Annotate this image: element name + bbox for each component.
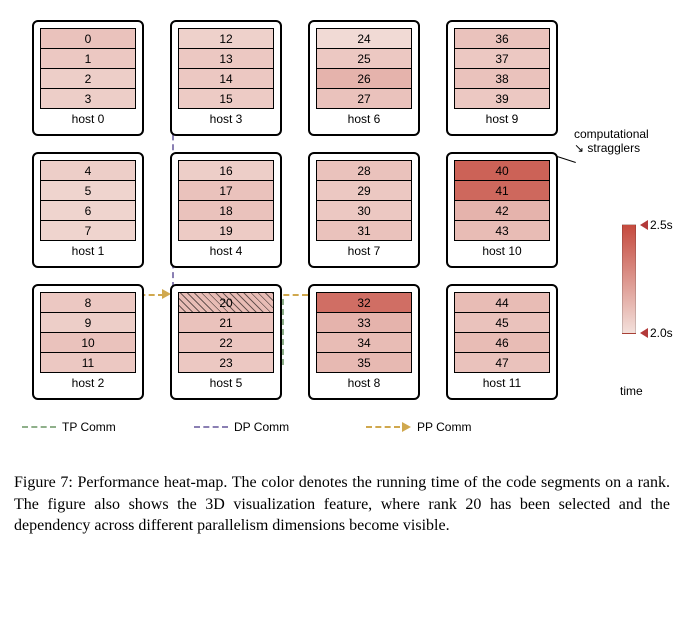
dp-label: DP Comm [234, 420, 289, 434]
rank-cell[interactable]: 23 [178, 352, 274, 373]
rank-cell[interactable]: 32 [316, 292, 412, 313]
rank-cell[interactable]: 1 [40, 48, 136, 69]
legend-pp: PP Comm [366, 420, 471, 434]
rank-cell[interactable]: 5 [40, 180, 136, 201]
rank-cell[interactable]: 11 [40, 352, 136, 373]
colorbar-top-label: 2.5s [650, 218, 673, 232]
annot-line2: ↘ stragglers [574, 141, 640, 155]
host-box: 24252627 host 6 [308, 20, 420, 136]
rank-cell[interactable]: 4 [40, 160, 136, 181]
rank-cell[interactable]: 17 [178, 180, 274, 201]
host-label: host 6 [316, 112, 412, 126]
host-label: host 3 [178, 112, 274, 126]
legend-tp: TP Comm [22, 420, 116, 434]
host-label: host 2 [40, 376, 136, 390]
pp-label: PP Comm [417, 420, 471, 434]
heatmap-figure: computational ↘ stragglers 2.5s 2.0s tim… [14, 14, 670, 444]
rank-cell[interactable]: 42 [454, 200, 550, 221]
host-box: 0123 host 0 [32, 20, 144, 136]
rank-cell[interactable]: 13 [178, 48, 274, 69]
rank-cell[interactable]: 6 [40, 200, 136, 221]
rank-cell[interactable]: 28 [316, 160, 412, 181]
host-label: host 5 [178, 376, 274, 390]
host-label: host 11 [454, 376, 550, 390]
rank-cell[interactable]: 46 [454, 332, 550, 353]
rank-cell[interactable]: 22 [178, 332, 274, 353]
straggler-annotation: computational ↘ stragglers [574, 128, 649, 156]
rank-cell[interactable]: 0 [40, 28, 136, 49]
rank-cell[interactable]: 37 [454, 48, 550, 69]
host-box: 4567 host 1 [32, 152, 144, 268]
rank-cell[interactable]: 34 [316, 332, 412, 353]
tp-dash [22, 426, 56, 428]
rank-cell[interactable]: 40 [454, 160, 550, 181]
host-label: host 4 [178, 244, 274, 258]
colorbar-tick-bot [640, 328, 648, 338]
rank-cell[interactable]: 25 [316, 48, 412, 69]
rank-cell[interactable]: 29 [316, 180, 412, 201]
rank-cell[interactable]: 43 [454, 220, 550, 241]
host-label: host 0 [40, 112, 136, 126]
rank-cell[interactable]: 41 [454, 180, 550, 201]
figure-caption: Figure 7: Performance heat-map. The colo… [14, 472, 670, 537]
rank-cell[interactable]: 10 [40, 332, 136, 353]
rank-cell[interactable]: 3 [40, 88, 136, 109]
rank-cell[interactable]: 31 [316, 220, 412, 241]
annot-line1: computational [574, 127, 649, 141]
host-box: 20212223 host 5 [170, 284, 282, 400]
rank-cell[interactable]: 16 [178, 160, 274, 181]
host-box: 36373839 host 9 [446, 20, 558, 136]
rank-cell[interactable]: 7 [40, 220, 136, 241]
rank-cell[interactable]: 19 [178, 220, 274, 241]
rank-cell[interactable]: 44 [454, 292, 550, 313]
host-box: 12131415 host 3 [170, 20, 282, 136]
rank-cell[interactable]: 9 [40, 312, 136, 333]
rank-cell[interactable]: 39 [454, 88, 550, 109]
host-label: host 1 [40, 244, 136, 258]
host-label: host 8 [316, 376, 412, 390]
host-label: host 10 [454, 244, 550, 258]
pp-arrow-icon [402, 422, 411, 432]
rank-cell[interactable]: 30 [316, 200, 412, 221]
dp-dash [194, 426, 228, 428]
rank-cell[interactable]: 2 [40, 68, 136, 89]
rank-cell[interactable]: 15 [178, 88, 274, 109]
legend-dp: DP Comm [194, 420, 289, 434]
rank-cell[interactable]: 36 [454, 28, 550, 49]
rank-cell[interactable]: 18 [178, 200, 274, 221]
rank-cell[interactable]: 33 [316, 312, 412, 333]
colorbar-gradient [622, 224, 636, 334]
colorbar-bot-label: 2.0s [650, 326, 673, 340]
rank-cell[interactable]: 27 [316, 88, 412, 109]
rank-cell[interactable]: 45 [454, 312, 550, 333]
rank-cell[interactable]: 20 [178, 292, 274, 313]
host-box: 891011 host 2 [32, 284, 144, 400]
rank-cell[interactable]: 21 [178, 312, 274, 333]
tp-label: TP Comm [62, 420, 116, 434]
host-label: host 9 [454, 112, 550, 126]
colorbar: 2.5s 2.0s time [618, 224, 670, 334]
tp-comm-bracket [282, 299, 284, 365]
colorbar-axis-label: time [620, 384, 643, 398]
host-box: 16171819 host 4 [170, 152, 282, 268]
rank-cell[interactable]: 26 [316, 68, 412, 89]
rank-cell[interactable]: 12 [178, 28, 274, 49]
host-box: 44454647 host 11 [446, 284, 558, 400]
rank-cell[interactable]: 47 [454, 352, 550, 373]
rank-cell[interactable]: 8 [40, 292, 136, 313]
rank-cell[interactable]: 35 [316, 352, 412, 373]
pp-dash [366, 426, 400, 428]
colorbar-tick-top [640, 220, 648, 230]
host-label: host 7 [316, 244, 412, 258]
rank-cell[interactable]: 38 [454, 68, 550, 89]
host-box: 32333435 host 8 [308, 284, 420, 400]
host-box: 28293031 host 7 [308, 152, 420, 268]
host-box: 40414243 host 10 [446, 152, 558, 268]
rank-cell[interactable]: 14 [178, 68, 274, 89]
rank-cell[interactable]: 24 [316, 28, 412, 49]
